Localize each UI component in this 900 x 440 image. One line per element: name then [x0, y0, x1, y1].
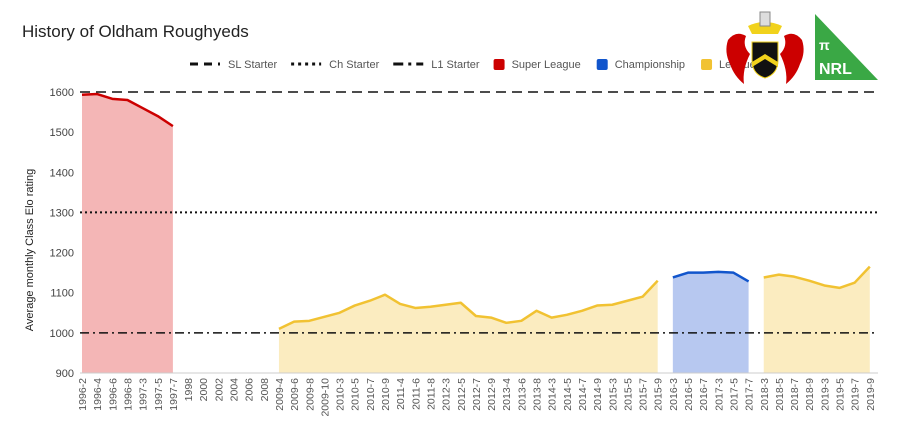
- x-tick-label: 2019-7: [850, 378, 862, 411]
- x-tick-label: 1998: [183, 378, 195, 402]
- x-tick-label: 2016-3: [668, 378, 680, 411]
- x-tick-label: 2016-5: [683, 378, 695, 411]
- crest-mantling: [748, 22, 782, 34]
- area-league-1: [763, 266, 870, 373]
- x-tick-label: 1997-3: [138, 378, 150, 411]
- area-super-league: [82, 94, 173, 373]
- x-tick-label: 1996-6: [107, 378, 119, 411]
- x-tick-label: 2019-9: [865, 378, 877, 411]
- x-tick-label: 2013-8: [532, 378, 544, 411]
- line-league-1: [278, 279, 659, 330]
- y-tick-label: 1000: [50, 328, 74, 340]
- x-tick-label: 2006: [244, 378, 256, 402]
- x-tick-label: 1997-5: [153, 378, 165, 411]
- x-tick-label: 2018-5: [774, 378, 786, 411]
- crest-supporter: [726, 33, 750, 84]
- y-tick-label: 900: [56, 368, 74, 380]
- x-tick-label: 2011-8: [425, 378, 437, 410]
- oldham-crest-logo: [726, 11, 804, 84]
- x-tick-label: 2002: [213, 378, 225, 402]
- y-tick-label: 1200: [50, 248, 74, 260]
- x-tick-label: 2010-3: [335, 378, 347, 411]
- legend-label: Championship: [615, 59, 685, 71]
- x-tick-label: 2018-9: [804, 378, 816, 411]
- x-tick-label: 2004: [229, 378, 241, 402]
- y-tick-label: 1100: [50, 288, 74, 300]
- x-tick-label: 2014-7: [577, 378, 589, 411]
- y-tick-label: 1300: [50, 207, 74, 219]
- area-championship: [672, 271, 749, 373]
- x-tick-label: 2011-4: [395, 378, 407, 410]
- x-tick-label: 2008: [259, 378, 271, 402]
- x-tick-label: 2017-5: [728, 378, 740, 411]
- x-tick-label: 2010-5: [350, 378, 362, 411]
- x-tick-label: 2014-3: [547, 378, 559, 411]
- x-tick-label: 2015-9: [653, 378, 665, 411]
- x-tick-label: 2010-9: [380, 378, 392, 411]
- x-tick-label: 2012-9: [486, 378, 498, 411]
- crest-chevron: [752, 54, 778, 67]
- x-tick-label: 2018-7: [789, 378, 801, 411]
- x-tick-label: 2014-9: [592, 378, 604, 411]
- x-tick-label: 2012-3: [441, 378, 453, 411]
- x-tick-label: 2016-7: [698, 378, 710, 411]
- x-tick-label: 2014-5: [562, 378, 574, 411]
- x-tick-label: 2009-10: [319, 378, 331, 417]
- y-tick-label: 1500: [50, 127, 74, 139]
- crest-top: [759, 11, 771, 27]
- y-axis-label: Average monthly Class Elo rating: [24, 169, 36, 331]
- x-tick-label: 2015-3: [607, 378, 619, 411]
- y-tick-label: 1400: [50, 167, 74, 179]
- x-tick-label: 1996-4: [92, 378, 104, 411]
- legend-label: Ch Starter: [329, 59, 379, 71]
- crest-supporter: [780, 33, 804, 84]
- line-super-league: [81, 92, 174, 128]
- x-tick-label: 1997-7: [168, 378, 180, 411]
- x-tick-label: 2017-7: [744, 378, 756, 411]
- legend-label: L1 Starter: [431, 59, 480, 71]
- legend-swatch: [596, 59, 608, 70]
- x-tick-label: 2013-4: [501, 378, 513, 411]
- nrl-logo-triangle: [815, 14, 878, 80]
- x-tick-label: 2019-5: [835, 378, 847, 411]
- x-tick-label: 2013-6: [516, 378, 528, 411]
- x-tick-label: 1996-8: [122, 378, 134, 411]
- x-tick-label: 2015-7: [638, 378, 650, 411]
- line-championship: [672, 270, 750, 283]
- line-league-1: [763, 265, 871, 290]
- legend-label: Super League: [512, 59, 581, 71]
- x-tick-label: 2009-8: [304, 378, 316, 411]
- x-tick-label: 2012-5: [456, 378, 468, 411]
- area-league-1: [278, 280, 658, 373]
- x-tick-label: 2017-3: [713, 378, 725, 411]
- legend-swatch: [493, 59, 505, 70]
- x-tick-label: 2000: [198, 378, 210, 402]
- chart-title: History of Oldham Roughyeds: [22, 22, 249, 41]
- x-tick-label: 2018-3: [759, 378, 771, 411]
- legend-label: SL Starter: [228, 59, 277, 71]
- nrl-logo-pi: π: [819, 37, 830, 53]
- legend-swatch: [701, 59, 713, 70]
- x-tick-label: 2012-7: [471, 378, 483, 411]
- x-tick-label: 2015-5: [622, 378, 634, 411]
- x-tick-label: 2009-6: [289, 378, 301, 411]
- x-tick-label: 2019-3: [819, 378, 831, 411]
- x-tick-label: 2011-6: [410, 378, 422, 410]
- x-tick-label: 2010-7: [365, 378, 377, 411]
- y-tick-label: 1600: [50, 87, 74, 99]
- x-tick-label: 2009-4: [274, 378, 286, 411]
- nrl-logo-text: NRL: [819, 61, 852, 78]
- x-tick-label: 1996-2: [77, 378, 89, 411]
